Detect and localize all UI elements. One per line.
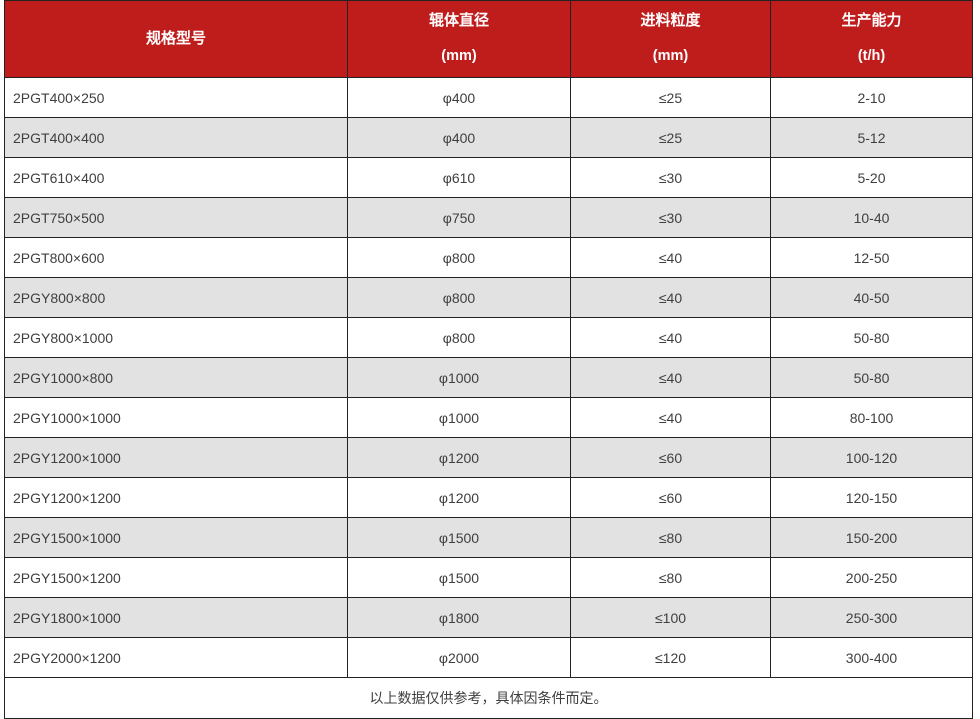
column-header-roller-diameter-unit: (mm): [441, 48, 477, 65]
cell-model: 2PGY1800×1000: [4, 597, 348, 638]
cell-capacity: 12-50: [770, 237, 973, 278]
cell-capacity: 250-300: [770, 597, 973, 638]
cell-model: 2PGY1500×1000: [4, 517, 348, 558]
cell-feed-size: ≤25: [570, 77, 771, 118]
table-row: 2PGY2000×1200 φ2000 ≤120 300-400: [4, 637, 973, 678]
cell-capacity: 150-200: [770, 517, 973, 558]
table-row: 2PGY1000×800 φ1000 ≤40 50-80: [4, 357, 973, 398]
column-header-roller-diameter: 辊体直径 (mm): [347, 0, 571, 78]
cell-feed-size: ≤40: [570, 237, 771, 278]
cell-feed-size: ≤40: [570, 357, 771, 398]
column-header-model-title: 规格型号: [145, 30, 206, 47]
table-row: 2PGY1800×1000 φ1800 ≤100 250-300: [4, 597, 973, 638]
cell-model: 2PGT750×500: [4, 197, 348, 238]
table-body: 2PGT400×250 φ400 ≤25 2-10 2PGT400×400 φ400 ≤25…: [4, 77, 973, 678]
table-row: 2PGT400×400 φ400 ≤25 5-12: [4, 117, 973, 158]
cell-model: 2PGT400×250: [4, 77, 348, 118]
cell-roller-diameter: φ1200: [347, 437, 571, 478]
cell-capacity: 5-20: [770, 157, 973, 198]
table-row: 2PGY800×800 φ800 ≤40 40-50: [4, 277, 973, 318]
cell-roller-diameter: φ400: [347, 117, 571, 158]
cell-model: 2PGY1000×1000: [4, 397, 348, 438]
cell-roller-diameter: φ1000: [347, 357, 571, 398]
footer-row: 以上数据仅供参考，具体因条件而定。: [4, 677, 973, 719]
cell-roller-diameter: φ2000: [347, 637, 571, 678]
cell-roller-diameter: φ1500: [347, 517, 571, 558]
cell-capacity: 2-10: [770, 77, 973, 118]
table-row: 2PGT610×400 φ610 ≤30 5-20: [4, 157, 973, 198]
cell-capacity: 50-80: [770, 317, 973, 358]
cell-capacity: 50-80: [770, 357, 973, 398]
cell-roller-diameter: φ750: [347, 197, 571, 238]
table-row: 2PGY1200×1200 φ1200 ≤60 120-150: [4, 477, 973, 518]
cell-roller-diameter: φ400: [347, 77, 571, 118]
table-header: 规格型号 辊体直径 (mm) 进料粒度 (mm): [4, 0, 973, 78]
cell-model: 2PGY1500×1200: [4, 557, 348, 598]
table-footer: 以上数据仅供参考，具体因条件而定。: [4, 677, 973, 719]
column-header-capacity-unit: (t/h): [857, 48, 886, 65]
column-header-feed-size-unit: (mm): [652, 48, 689, 65]
cell-feed-size: ≤40: [570, 397, 771, 438]
cell-feed-size: ≤30: [570, 197, 771, 238]
cell-model: 2PGT400×400: [4, 117, 348, 158]
cell-model: 2PGT800×600: [4, 237, 348, 278]
cell-model: 2PGY800×1000: [4, 317, 348, 358]
cell-capacity: 5-12: [770, 117, 973, 158]
column-header-capacity: 生产能力 (t/h): [770, 0, 973, 78]
cell-feed-size: ≤25: [570, 117, 771, 158]
column-header-feed-size: 进料粒度 (mm): [570, 0, 771, 78]
cell-capacity: 300-400: [770, 637, 973, 678]
cell-roller-diameter: φ1800: [347, 597, 571, 638]
cell-feed-size: ≤100: [570, 597, 771, 638]
table-row: 2PGT800×600 φ800 ≤40 12-50: [4, 237, 973, 278]
cell-roller-diameter: φ1500: [347, 557, 571, 598]
header-row: 规格型号 辊体直径 (mm) 进料粒度 (mm): [4, 0, 973, 78]
cell-capacity: 10-40: [770, 197, 973, 238]
cell-capacity: 40-50: [770, 277, 973, 318]
cell-feed-size: ≤60: [570, 477, 771, 518]
cell-capacity: 100-120: [770, 437, 973, 478]
cell-feed-size: ≤60: [570, 437, 771, 478]
table-row: 2PGY1200×1000 φ1200 ≤60 100-120: [4, 437, 973, 478]
footer-note: 以上数据仅供参考，具体因条件而定。: [4, 677, 973, 719]
cell-capacity: 120-150: [770, 477, 973, 518]
cell-feed-size: ≤120: [570, 637, 771, 678]
cell-capacity: 80-100: [770, 397, 973, 438]
cell-roller-diameter: φ1000: [347, 397, 571, 438]
column-header-roller-diameter-title: 辊体直径: [428, 12, 489, 30]
cell-capacity: 200-250: [770, 557, 973, 598]
specification-table: 规格型号 辊体直径 (mm) 进料粒度 (mm): [4, 0, 973, 719]
table-row: 2PGT750×500 φ750 ≤30 10-40: [4, 197, 973, 238]
cell-roller-diameter: φ800: [347, 277, 571, 318]
cell-roller-diameter: φ800: [347, 237, 571, 278]
table-row: 2PGY1500×1000 φ1500 ≤80 150-200: [4, 517, 973, 558]
cell-model: 2PGT610×400: [4, 157, 348, 198]
cell-roller-diameter: φ1200: [347, 477, 571, 518]
cell-feed-size: ≤80: [570, 557, 771, 598]
cell-feed-size: ≤30: [570, 157, 771, 198]
cell-model: 2PGY1200×1200: [4, 477, 348, 518]
table-row: 2PGT400×250 φ400 ≤25 2-10: [4, 77, 973, 118]
column-header-feed-size-title: 进料粒度: [640, 12, 701, 30]
cell-roller-diameter: φ610: [347, 157, 571, 198]
cell-feed-size: ≤80: [570, 517, 771, 558]
column-header-capacity-title: 生产能力: [841, 12, 902, 30]
cell-model: 2PGY2000×1200: [4, 637, 348, 678]
cell-model: 2PGY1200×1000: [4, 437, 348, 478]
cell-feed-size: ≤40: [570, 277, 771, 318]
table-row: 2PGY800×1000 φ800 ≤40 50-80: [4, 317, 973, 358]
cell-model: 2PGY800×800: [4, 277, 348, 318]
table-row: 2PGY1000×1000 φ1000 ≤40 80-100: [4, 397, 973, 438]
column-header-model: 规格型号: [4, 0, 348, 78]
cell-feed-size: ≤40: [570, 317, 771, 358]
cell-roller-diameter: φ800: [347, 317, 571, 358]
table-row: 2PGY1500×1200 φ1500 ≤80 200-250: [4, 557, 973, 598]
cell-model: 2PGY1000×800: [4, 357, 348, 398]
